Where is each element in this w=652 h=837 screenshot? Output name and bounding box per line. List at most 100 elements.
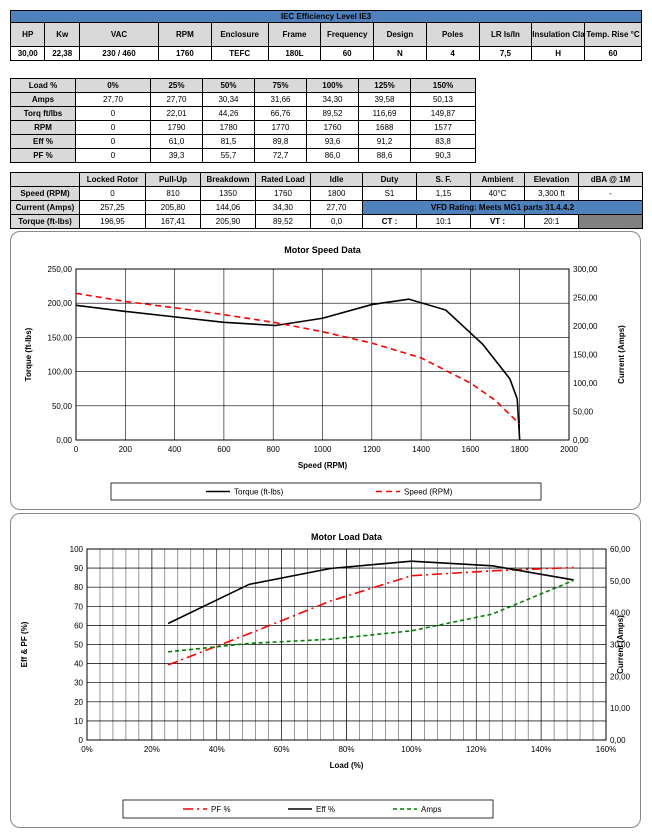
x-tick-label: 0 — [74, 445, 79, 454]
spec-header-cell: Design — [373, 22, 427, 47]
y-tick-label: 30 — [74, 679, 83, 688]
y-tick-label: 70 — [74, 602, 83, 611]
perf-row: Speed (RPM) 0 810 1350 1760 1800 S1 1,15 40°C 3,3… — [10, 186, 643, 201]
y2-tick-label: 300,00 — [573, 265, 598, 274]
x-tick-label: 140% — [531, 745, 551, 754]
gray-cell — [578, 214, 643, 229]
load-cell: 66,76 — [254, 106, 307, 121]
vt-value: 20:1 — [524, 214, 579, 229]
load-cell: 81,5 — [202, 134, 255, 149]
y-tick-label: 250,00 — [48, 265, 73, 274]
y2-tick-label: 30,00 — [610, 641, 631, 650]
perf-header-cell: Breakdown — [200, 172, 256, 187]
perf-cell: 144,06 — [200, 200, 256, 215]
ct-value: 10:1 — [416, 214, 471, 229]
y-tick-label: 60 — [74, 621, 83, 630]
chart-title: Motor Speed Data — [284, 245, 362, 255]
x-tick-label: 200 — [119, 445, 133, 454]
load-row-label: PF % — [10, 148, 76, 163]
legend-label: Torque (ft-lbs) — [234, 488, 284, 497]
load-cell: 89,52 — [306, 106, 359, 121]
perf-cell: 0 — [79, 186, 146, 201]
y-tick-label: 0 — [79, 736, 84, 745]
perf-extra-duty: S1 — [362, 186, 417, 201]
perf-table: Locked Rotor Pull-Up Breakdown Rated Load Id… — [10, 172, 643, 229]
x-tick-label: 120% — [466, 745, 486, 754]
x-tick-label: 1200 — [363, 445, 381, 454]
load-row-label: RPM — [10, 120, 76, 135]
load-row: RPM 0 1790 1780 1770 1760 1688 1577 — [10, 120, 476, 135]
legend-label: PF % — [211, 805, 231, 814]
series-line-eff- — [167, 560, 574, 625]
spec-value-cell: 22,38 — [44, 46, 80, 61]
series-line-torque-ft-lbs- — [75, 298, 521, 441]
load-chart-panel: Motor Load Data 0% 20% 40% 60% 80% 100% 120% 140… — [10, 513, 641, 828]
vt-label: VT : — [470, 214, 525, 229]
vfd-rating: VFD Rating: Meets MG1 parts 31.4.4.2 — [362, 200, 643, 215]
load-cell: 149,87 — [410, 106, 476, 121]
perf-header-cell: Idle — [310, 172, 363, 187]
load-cell: 27,70 — [75, 92, 151, 107]
load-cell: 1770 — [254, 120, 307, 135]
y-tick-label: 100,00 — [48, 368, 73, 377]
perf-cell: 1350 — [200, 186, 256, 201]
perf-cell: 1800 — [310, 186, 363, 201]
y2-tick-label: 10,00 — [610, 704, 631, 713]
perf-header-cell: Ambient — [470, 172, 525, 187]
load-header-cell: 150% — [410, 78, 476, 93]
perf-extra-elevation: 3,300 ft — [524, 186, 579, 201]
load-row: PF % 0 39,3 55,7 72,7 86,0 88,6 90,3 — [10, 148, 476, 163]
ct-label: CT : — [362, 214, 417, 229]
load-cell: 90,3 — [410, 148, 476, 163]
y2-axis-label: Current (Amps) — [616, 615, 625, 674]
legend-label: Amps — [421, 805, 441, 814]
load-cell: 31,66 — [254, 92, 307, 107]
load-cell: 50,13 — [410, 92, 476, 107]
spec-header-cell: Insulation Class — [531, 22, 585, 47]
load-cell: 91,2 — [358, 134, 411, 149]
load-cell: 39,58 — [358, 92, 411, 107]
perf-header-cell — [10, 172, 80, 187]
load-cell: 89,8 — [254, 134, 307, 149]
perf-header-cell: Pull-Up — [145, 172, 201, 187]
perf-header-cell: dBA @ 1M — [578, 172, 643, 187]
perf-header-cell: Elevation — [524, 172, 579, 187]
spec-value-cell: TEFC — [210, 46, 269, 61]
legend-box — [110, 482, 542, 501]
spec-header-cell: HP — [9, 22, 46, 47]
y-tick-label: 90 — [74, 564, 83, 573]
y2-axis-label: Current (Amps) — [617, 325, 626, 384]
spec-header-cell: Poles — [425, 22, 480, 47]
y-tick-label: 0,00 — [56, 436, 72, 445]
spec-header-cell: Frequency — [320, 22, 375, 47]
spec-value-cell: 1760 — [158, 46, 212, 61]
x-tick-label: 80% — [338, 745, 354, 754]
perf-cell: 205,80 — [145, 200, 201, 215]
load-cell: 1688 — [358, 120, 411, 135]
perf-header-cell: Rated Load — [255, 172, 311, 187]
spec-value-cell: N — [373, 46, 427, 61]
perf-cell: 89,52 — [255, 214, 311, 229]
perf-cell: 167,41 — [145, 214, 201, 229]
y2-tick-label: 200,00 — [573, 322, 598, 331]
speed-chart-panel: Motor Speed Data 0 200 400 600 800 1000 1200 140… — [10, 231, 641, 510]
y-tick-label: 20 — [74, 698, 83, 707]
spec-table: IEC Efficiency Level IE3 HP Kw VAC RPM Enclo… — [9, 10, 643, 61]
x-tick-label: 0% — [81, 745, 93, 754]
y2-tick-label: 40,00 — [610, 609, 631, 618]
plot-frame — [86, 548, 607, 741]
load-cell: 1760 — [306, 120, 359, 135]
perf-row-label: Current (Amps) — [10, 200, 80, 215]
load-cell: 55,7 — [202, 148, 255, 163]
y2-tick-label: 0,00 — [573, 436, 589, 445]
load-header-cell: Load % — [10, 78, 76, 93]
spec-header-cell: Temp. Rise °C — [583, 22, 643, 47]
y-axis-label: Eff & PF (%) — [20, 621, 29, 667]
load-cell: 93,6 — [306, 134, 359, 149]
load-row: Amps 27,70 27,70 30,34 31,66 34,30 39,58 50,13 — [10, 92, 476, 107]
x-tick-label: 1800 — [511, 445, 529, 454]
spec-value-cell: 230 / 460 — [78, 46, 160, 61]
x-tick-label: 1000 — [314, 445, 332, 454]
perf-header-row: Locked Rotor Pull-Up Breakdown Rated Load Id… — [10, 172, 643, 187]
load-cell: 1577 — [410, 120, 476, 135]
